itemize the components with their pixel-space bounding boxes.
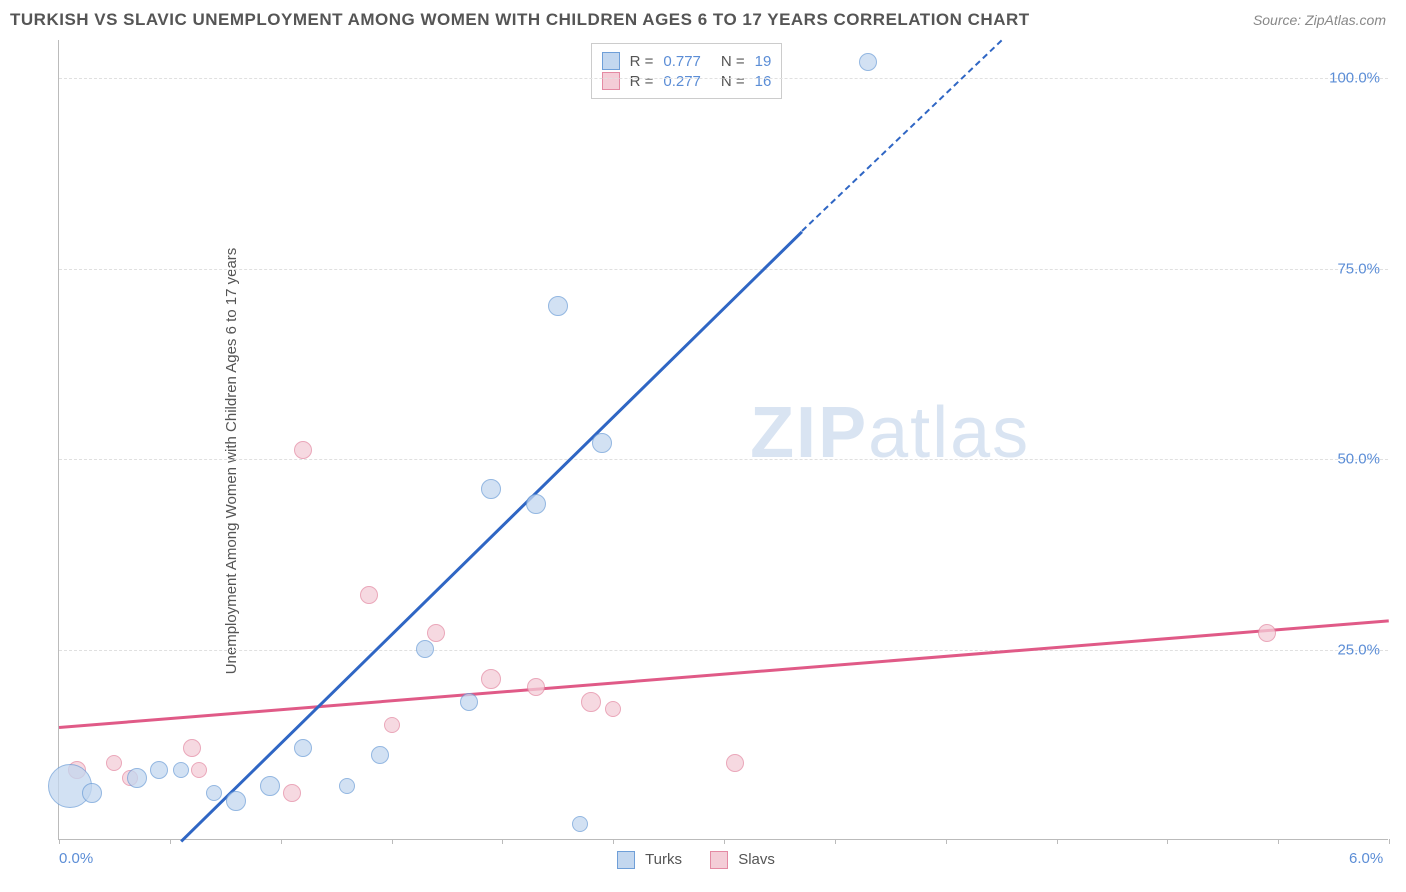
legend-item-slavs: Slavs bbox=[710, 851, 775, 869]
swatch-slavs bbox=[602, 72, 620, 90]
x-tick bbox=[281, 839, 282, 844]
data-point-slavs[interactable] bbox=[283, 784, 301, 802]
data-point-slavs[interactable] bbox=[605, 701, 621, 717]
data-point-turks[interactable] bbox=[339, 778, 355, 794]
y-tick-label: 75.0% bbox=[1337, 260, 1380, 277]
swatch-turks bbox=[602, 52, 620, 70]
x-tick bbox=[613, 839, 614, 844]
data-point-turks[interactable] bbox=[572, 816, 588, 832]
x-tick bbox=[502, 839, 503, 844]
regression-line bbox=[59, 619, 1389, 728]
x-tick bbox=[835, 839, 836, 844]
x-tick bbox=[59, 839, 60, 844]
data-point-turks[interactable] bbox=[592, 433, 612, 453]
y-tick-label: 100.0% bbox=[1329, 70, 1380, 87]
r-value-slavs: 0.277 bbox=[663, 73, 701, 90]
data-point-turks[interactable] bbox=[150, 761, 168, 779]
data-point-slavs[interactable] bbox=[527, 678, 545, 696]
regression-line bbox=[180, 231, 802, 842]
gridline-h bbox=[59, 78, 1388, 79]
y-tick-label: 50.0% bbox=[1337, 451, 1380, 468]
legend-item-turks: Turks bbox=[617, 851, 682, 869]
data-point-turks[interactable] bbox=[127, 768, 147, 788]
swatch-slavs bbox=[710, 851, 728, 869]
stats-row-slavs: R = 0.277 N = 16 bbox=[602, 72, 772, 90]
data-point-slavs[interactable] bbox=[294, 441, 312, 459]
x-tick-label: 0.0% bbox=[59, 850, 93, 867]
x-tick bbox=[170, 839, 171, 844]
data-point-slavs[interactable] bbox=[360, 586, 378, 604]
stats-legend: R = 0.777 N = 19 R = 0.277 N = 16 bbox=[591, 43, 783, 99]
r-label: R = bbox=[630, 73, 654, 90]
data-point-turks[interactable] bbox=[173, 762, 189, 778]
stats-row-turks: R = 0.777 N = 19 bbox=[602, 52, 772, 70]
data-point-turks[interactable] bbox=[859, 53, 877, 71]
data-point-turks[interactable] bbox=[526, 494, 546, 514]
swatch-turks bbox=[617, 851, 635, 869]
legend-label-turks: Turks bbox=[645, 851, 682, 868]
n-label: N = bbox=[721, 73, 745, 90]
legend-label-slavs: Slavs bbox=[738, 851, 775, 868]
plot-area: ZIPatlas R = 0.777 N = 19 R = 0.277 N = … bbox=[58, 40, 1388, 840]
data-point-turks[interactable] bbox=[260, 776, 280, 796]
regression-line bbox=[801, 40, 1002, 232]
data-point-turks[interactable] bbox=[460, 693, 478, 711]
x-tick bbox=[1167, 839, 1168, 844]
gridline-h bbox=[59, 459, 1388, 460]
data-point-slavs[interactable] bbox=[106, 755, 122, 771]
data-point-slavs[interactable] bbox=[481, 669, 501, 689]
series-legend: Turks Slavs bbox=[617, 851, 775, 869]
x-tick bbox=[724, 839, 725, 844]
gridline-h bbox=[59, 269, 1388, 270]
data-point-turks[interactable] bbox=[548, 296, 568, 316]
data-point-turks[interactable] bbox=[82, 783, 102, 803]
x-tick-label: 6.0% bbox=[1349, 850, 1383, 867]
data-point-slavs[interactable] bbox=[726, 754, 744, 772]
y-tick-label: 25.0% bbox=[1337, 641, 1380, 658]
data-point-turks[interactable] bbox=[416, 640, 434, 658]
data-point-turks[interactable] bbox=[371, 746, 389, 764]
data-point-slavs[interactable] bbox=[191, 762, 207, 778]
data-point-slavs[interactable] bbox=[183, 739, 201, 757]
data-point-turks[interactable] bbox=[294, 739, 312, 757]
n-label: N = bbox=[721, 53, 745, 70]
source-attribution: Source: ZipAtlas.com bbox=[1253, 12, 1386, 28]
data-point-turks[interactable] bbox=[226, 791, 246, 811]
x-tick bbox=[946, 839, 947, 844]
data-point-slavs[interactable] bbox=[384, 717, 400, 733]
data-point-slavs[interactable] bbox=[581, 692, 601, 712]
watermark: ZIPatlas bbox=[750, 392, 1030, 474]
chart-title: TURKISH VS SLAVIC UNEMPLOYMENT AMONG WOM… bbox=[10, 10, 1030, 30]
x-tick bbox=[1278, 839, 1279, 844]
data-point-slavs[interactable] bbox=[427, 624, 445, 642]
r-value-turks: 0.777 bbox=[663, 53, 701, 70]
n-value-slavs: 16 bbox=[755, 73, 772, 90]
data-point-turks[interactable] bbox=[481, 479, 501, 499]
chart-container: Unemployment Among Women with Children A… bbox=[10, 40, 1396, 882]
r-label: R = bbox=[630, 53, 654, 70]
gridline-h bbox=[59, 650, 1388, 651]
data-point-turks[interactable] bbox=[206, 785, 222, 801]
n-value-turks: 19 bbox=[755, 53, 772, 70]
data-point-slavs[interactable] bbox=[1258, 624, 1276, 642]
x-tick bbox=[1389, 839, 1390, 844]
x-tick bbox=[1057, 839, 1058, 844]
x-tick bbox=[392, 839, 393, 844]
